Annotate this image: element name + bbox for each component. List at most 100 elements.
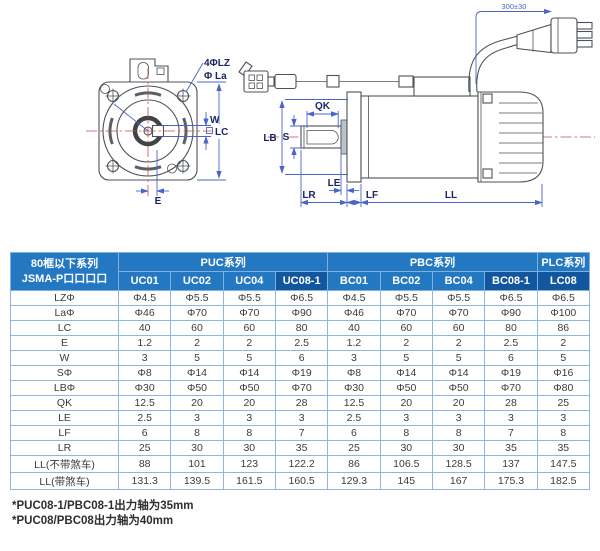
- spec-cell: 60: [170, 320, 224, 336]
- spec-cell: Φ100: [536, 305, 591, 321]
- spec-cell: Φ19: [484, 365, 538, 381]
- terminal-box: [129, 58, 169, 82]
- spec-cell: 5: [379, 350, 433, 366]
- dim-label-s: S: [283, 132, 290, 143]
- keyway-slot: [306, 130, 339, 145]
- table-row: LL(不带煞车) 88 101 123 122.2 86 106.5 128.5 137 147.…: [10, 455, 591, 473]
- spec-cell: 131.3: [117, 472, 172, 490]
- spec-cell: Φ30: [117, 380, 172, 396]
- spec-cell: 20: [222, 395, 276, 411]
- dim-label-cable-length: 300±30: [502, 2, 527, 11]
- spec-cell: Φ4.5: [117, 290, 172, 306]
- spec-cell: Φ50: [222, 380, 276, 396]
- table-row: LF 6 8 8 7 6 8 8 7 8: [10, 425, 591, 441]
- spec-cell: Φ4.5: [327, 290, 381, 306]
- side-view-dimensions: 300±30 LB S QK LE LR LF: [263, 2, 552, 207]
- spec-cell: 28: [484, 395, 538, 411]
- dim-label-lc: LC: [215, 127, 228, 138]
- dim-label-lr: LR: [302, 190, 316, 201]
- spec-cell: 60: [222, 320, 276, 336]
- junction-box: [413, 76, 471, 97]
- dim-label-w: W: [210, 115, 220, 126]
- spec-cell: 2.5: [327, 410, 381, 426]
- spec-cell: 2: [536, 335, 591, 351]
- spec-cell: Φ50: [379, 380, 433, 396]
- spec-cell: 8: [379, 425, 433, 441]
- spec-cell: Φ5.5: [431, 290, 486, 306]
- spec-cell: Φ90: [274, 305, 329, 321]
- terminal-slot: [137, 62, 149, 80]
- row-label: LL(带煞车): [10, 472, 119, 490]
- column-header-bc01: BC01: [327, 271, 381, 291]
- spec-cell: 1.2: [327, 335, 381, 351]
- spec-cell: 139.5: [170, 472, 224, 490]
- spec-cell: 20: [170, 395, 224, 411]
- table-row: LE 2.5 3 3 3 2.5 3 3 3 3: [10, 410, 591, 426]
- spec-cell: 30: [170, 440, 224, 456]
- spec-cell: Φ50: [170, 380, 224, 396]
- spec-cell: 28: [274, 395, 329, 411]
- cable-collar: [326, 74, 340, 88]
- spec-cell: Φ70: [379, 305, 433, 321]
- spec-cell: Φ70: [222, 305, 276, 321]
- spec-cell: 25: [327, 440, 381, 456]
- table-row: LBΦ Φ30 Φ50 Φ50 Φ70 Φ30 Φ50 Φ50 Φ70 Φ80: [10, 380, 591, 396]
- spec-cell: 8: [431, 425, 486, 441]
- spec-cell: 86: [327, 455, 381, 473]
- spec-cell: Φ14: [222, 365, 276, 381]
- cable-strain-relief: [274, 73, 297, 90]
- spec-cell: Φ8: [327, 365, 381, 381]
- dim-label-lb: LB: [263, 133, 276, 144]
- spec-cell: 3: [274, 410, 329, 426]
- column-header-row: UC01 UC02 UC04 UC08-1 BC01 BC02 BC04 BC08-1 LC08: [11, 271, 591, 291]
- square-symbol: [206, 127, 213, 134]
- spec-cell: 5: [431, 350, 486, 366]
- spec-cell: 35: [274, 440, 329, 456]
- spec-cell: 137: [484, 455, 538, 473]
- spec-cell: 3: [379, 410, 433, 426]
- spec-cell: 182.5: [536, 472, 591, 490]
- connector-pin: [576, 21, 593, 30]
- table-row: E 1.2 2 2 2.5 1.2 2 2 2.5 2: [10, 335, 591, 351]
- spec-cell: Φ6.5: [274, 290, 329, 306]
- row-label: E: [10, 335, 119, 351]
- spec-cell: 6: [484, 350, 538, 366]
- spec-cell: Φ8: [117, 365, 172, 381]
- dimension-diagram: 4ΦLZ Φ La W LC E: [86, 2, 595, 207]
- table-corner-header: 80框以下系列 JSMA-P口口口口: [10, 252, 119, 291]
- row-label: LaΦ: [10, 305, 119, 321]
- table-row: LC 40 60 60 80 40 60 60 80 86: [10, 320, 591, 336]
- spec-table: 80框以下系列 JSMA-P口口口口 PUC系列 PBC系列 PLC系列 UC0…: [10, 252, 591, 490]
- row-label: W: [10, 350, 119, 366]
- spec-cell: 8: [170, 425, 224, 441]
- spec-cell: 2: [379, 335, 433, 351]
- spec-cell: 25: [117, 440, 172, 456]
- footnotes: *PUC08-1/PBC08-1出力轴为35mm *PUC08/PBC08出力轴为…: [12, 499, 600, 529]
- spec-cell: 145: [379, 472, 433, 490]
- spec-cell: 5: [222, 350, 276, 366]
- spec-cell: 3: [431, 410, 486, 426]
- diagonal-leader: [113, 103, 149, 132]
- spec-cell: 40: [327, 320, 381, 336]
- group-header-puc: PUC系列: [117, 252, 329, 272]
- group-header-plc: PLC系列: [536, 252, 591, 272]
- spec-cell: 60: [379, 320, 433, 336]
- spec-cell: 8: [536, 425, 591, 441]
- dim-label-qk: QK: [315, 101, 331, 112]
- terminal-tab: [156, 67, 165, 75]
- spec-cell: 3: [536, 410, 591, 426]
- spec-cell: 2: [170, 335, 224, 351]
- leader-line-lz: [185, 62, 204, 93]
- spec-table-body: LZΦ Φ4.5 Φ5.5 Φ5.5 Φ6.5 Φ4.5 Φ5.5 Φ5.5 Φ6.5 Φ6.5 L…: [10, 290, 591, 490]
- spec-cell: Φ5.5: [222, 290, 276, 306]
- column-header-uc04: UC04: [222, 271, 276, 291]
- row-label: SΦ: [10, 365, 119, 381]
- spec-table-wrapper: 80框以下系列 JSMA-P口口口口 PUC系列 PBC系列 PLC系列 UC0…: [0, 250, 600, 490]
- spec-cell: 25: [536, 395, 591, 411]
- spec-cell: Φ6.5: [484, 290, 538, 306]
- row-label: LF: [10, 425, 119, 441]
- table-row: LR 25 30 30 35 25 30 30 35 35: [10, 440, 591, 456]
- spec-cell: 6: [117, 425, 172, 441]
